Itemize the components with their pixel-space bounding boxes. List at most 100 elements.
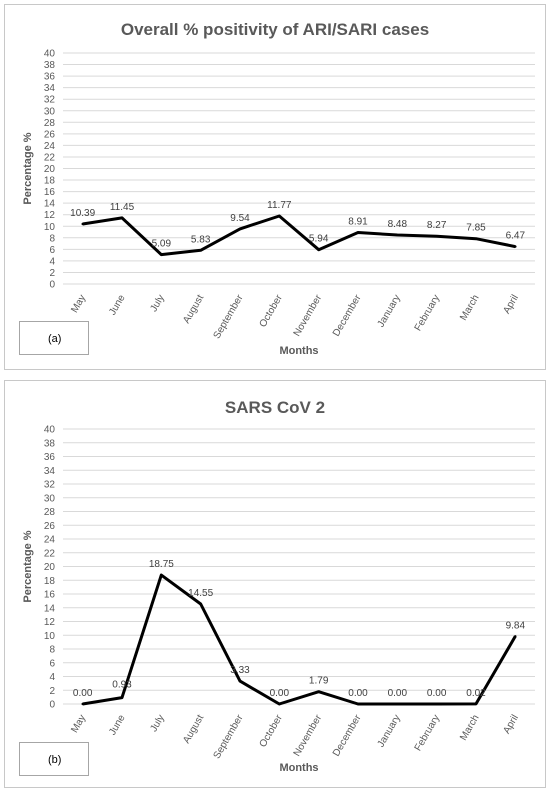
x-axis-label: Months [279, 762, 318, 774]
data-label: 5.94 [309, 234, 329, 245]
x-tick-label: February [413, 713, 443, 753]
y-tick-label: 22 [44, 548, 56, 559]
x-tick-label: November [292, 712, 325, 758]
data-label: 11.45 [110, 202, 135, 213]
y-tick-label: 38 [44, 60, 56, 71]
y-tick-label: 26 [44, 521, 56, 532]
y-tick-label: 4 [49, 672, 55, 683]
y-tick-label: 16 [44, 187, 56, 198]
y-tick-label: 24 [44, 535, 56, 546]
y-tick-label: 6 [49, 245, 55, 256]
chart-panel-a: Overall % positivity of ARI/SARI cases 0 2… [4, 4, 546, 370]
panel-label-b: (b) [19, 742, 89, 776]
data-label: 0.00 [388, 688, 408, 699]
x-tick-label: May [69, 293, 88, 315]
x-tick-label: April [501, 713, 521, 736]
data-point [396, 702, 399, 706]
data-point [356, 231, 360, 234]
y-tick-label: 30 [44, 106, 56, 117]
x-axis-label: Months [279, 345, 318, 357]
y-tick-label: 40 [44, 49, 56, 60]
y-tick-label: 38 [44, 438, 56, 449]
x-tick-label: June [107, 713, 128, 738]
x-tick-label: July [149, 293, 167, 314]
y-tick-label: 18 [44, 576, 56, 587]
x-tick-label: September [212, 292, 246, 340]
data-label: 1.79 [309, 676, 329, 687]
data-point [514, 635, 517, 638]
y-tick-label: 22 [44, 152, 56, 163]
data-label: 11.77 [267, 200, 292, 211]
data-point [238, 227, 242, 231]
x-tick-label: December [331, 712, 364, 758]
y-tick-label: 20 [44, 164, 56, 175]
data-label: 14.55 [188, 588, 213, 599]
data-point [396, 233, 399, 237]
y-tick-label: 36 [44, 72, 56, 83]
panel-label-a: (a) [19, 321, 89, 355]
y-tick-label: 10 [44, 222, 56, 233]
data-point [160, 573, 163, 577]
x-tick-label: March [458, 293, 481, 323]
y-tick-label: 12 [44, 617, 56, 628]
y-axis-label: Percentage % [22, 530, 34, 602]
data-point [278, 214, 281, 218]
y-tick-label: 2 [49, 686, 55, 697]
y-tick-label: 8 [49, 645, 55, 656]
data-label: 8.91 [348, 217, 368, 228]
y-tick-label: 34 [44, 466, 56, 477]
data-point [238, 679, 242, 683]
y-tick-label: 30 [44, 493, 56, 504]
data-label: 10.39 [70, 208, 95, 219]
data-point [81, 222, 84, 226]
y-tick-label: 14 [44, 199, 56, 210]
data-label: 9.54 [230, 213, 250, 224]
y-tick-label: 26 [44, 129, 56, 140]
chart-a-svg: Overall % positivity of ARI/SARI cases02… [22, 20, 535, 357]
data-label: 7.85 [466, 223, 486, 234]
x-tick-label: November [292, 292, 325, 338]
x-tick-label: June [107, 293, 128, 318]
y-tick-label: 6 [49, 658, 55, 669]
y-tick-label: 0 [49, 700, 55, 711]
y-tick-label: 28 [44, 507, 56, 518]
data-point [435, 702, 438, 706]
data-point [514, 245, 517, 248]
data-label: 9.84 [506, 620, 526, 631]
x-tick-label: July [149, 713, 167, 734]
x-tick-label: April [501, 293, 521, 316]
y-tick-label: 16 [44, 590, 56, 601]
data-point [474, 237, 478, 240]
data-point [120, 696, 124, 699]
data-point [317, 248, 320, 251]
data-label: 5.09 [152, 239, 172, 250]
data-label: 0.00 [427, 688, 447, 699]
data-point [160, 253, 163, 256]
y-tick-label: 36 [44, 452, 56, 463]
x-tick-label: October [258, 712, 286, 749]
x-tick-label: January [376, 293, 403, 329]
chart-b-svg: SARS CoV 2024681012141618202224262830323… [22, 398, 535, 774]
y-tick-label: 34 [44, 83, 56, 94]
y-tick-label: 12 [44, 210, 56, 221]
y-axis-label: Percentage % [22, 132, 34, 204]
y-tick-label: 10 [44, 631, 56, 642]
data-label: 0.93 [112, 680, 132, 691]
x-tick-label: August [181, 713, 206, 746]
data-label: 0.02 [466, 688, 486, 699]
data-label: 0.00 [270, 688, 290, 699]
y-tick-label: 28 [44, 118, 56, 129]
y-tick-label: 18 [44, 176, 56, 187]
chart-title: SARS CoV 2 [225, 398, 325, 417]
data-label: 0.00 [348, 688, 368, 699]
y-tick-label: 20 [44, 562, 56, 573]
data-label: 8.48 [388, 219, 408, 230]
y-tick-label: 4 [49, 256, 55, 267]
y-tick-label: 8 [49, 233, 55, 244]
x-tick-label: March [458, 713, 481, 743]
y-tick-label: 2 [49, 268, 55, 279]
x-tick-label: May [69, 713, 88, 735]
data-label: 8.27 [427, 220, 447, 231]
data-point [474, 702, 478, 706]
y-tick-label: 32 [44, 95, 56, 106]
